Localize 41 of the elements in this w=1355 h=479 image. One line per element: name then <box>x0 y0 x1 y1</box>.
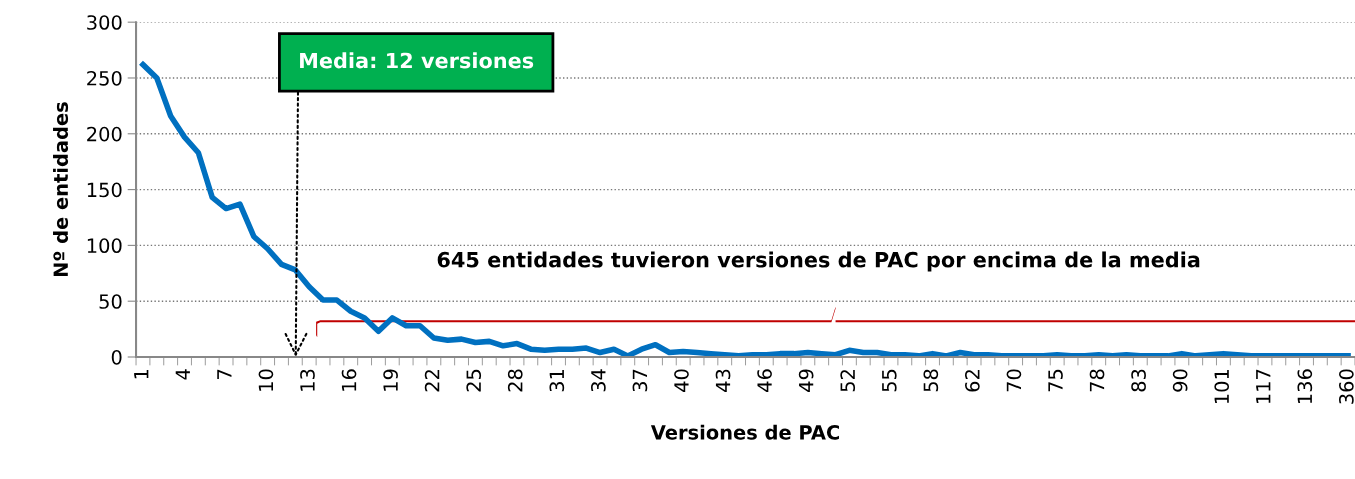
y-axis-title: Nº de entidades <box>53 102 69 277</box>
x-tick-label: 25 <box>466 369 482 392</box>
x-tick-label: 90 <box>1172 369 1188 392</box>
x-tick-label: 46 <box>757 369 772 392</box>
x-tick-label: 13 <box>300 369 315 391</box>
x-tick-label: 37 <box>632 369 648 392</box>
x-tick-label: 43 <box>715 369 731 392</box>
y-tick-label: 50 <box>99 294 122 309</box>
x-tick-label: 19 <box>383 369 398 391</box>
y-tick-label: 0 <box>111 349 122 365</box>
y-tick-label: 300 <box>87 15 122 30</box>
x-tick-label: 78 <box>1089 369 1105 392</box>
x-tick-label: 16 <box>341 369 357 391</box>
x-tick-label: 136 <box>1297 369 1313 404</box>
x-tick-label: 4 <box>175 369 190 380</box>
x-tick-label: 7 <box>217 369 232 379</box>
x-tick-label: 1 <box>134 369 149 379</box>
x-tick-label: 360 <box>1339 369 1354 404</box>
y-tick-label: 150 <box>87 182 122 198</box>
x-tick-label: 83 <box>1131 369 1146 392</box>
x-tick-label: 31 <box>549 369 565 392</box>
x-tick-label: 117 <box>1256 369 1271 404</box>
x-tick-label: 52 <box>840 370 856 392</box>
x-tick-label: 58 <box>923 369 939 392</box>
x-tick-label: 49 <box>798 369 814 392</box>
x-tick-label: 101 <box>1214 369 1230 404</box>
y-tick-label: 250 <box>87 70 122 86</box>
y-tick-label: 100 <box>87 238 122 254</box>
annotation: Media: 12 versiones <box>300 52 534 69</box>
x-tick-label: 75 <box>1048 369 1063 392</box>
x-tick-label: 22 <box>424 370 440 392</box>
x-tick-label: 70 <box>1006 369 1022 392</box>
x-tick-label: 28 <box>507 369 523 392</box>
x-tick-label: 55 <box>882 369 897 392</box>
y-tick-label: 200 <box>87 126 122 142</box>
annotation: 645 entidades tuvieron versiones de PAC por encima de la media <box>437 251 1200 272</box>
x-tick-label: 40 <box>674 369 689 392</box>
x-tick-label: 62 <box>965 370 980 392</box>
x-axis-title: Versiones de PAC <box>650 424 839 440</box>
x-tick-label: 10 <box>258 369 274 391</box>
x-tick-label: 34 <box>591 369 606 392</box>
